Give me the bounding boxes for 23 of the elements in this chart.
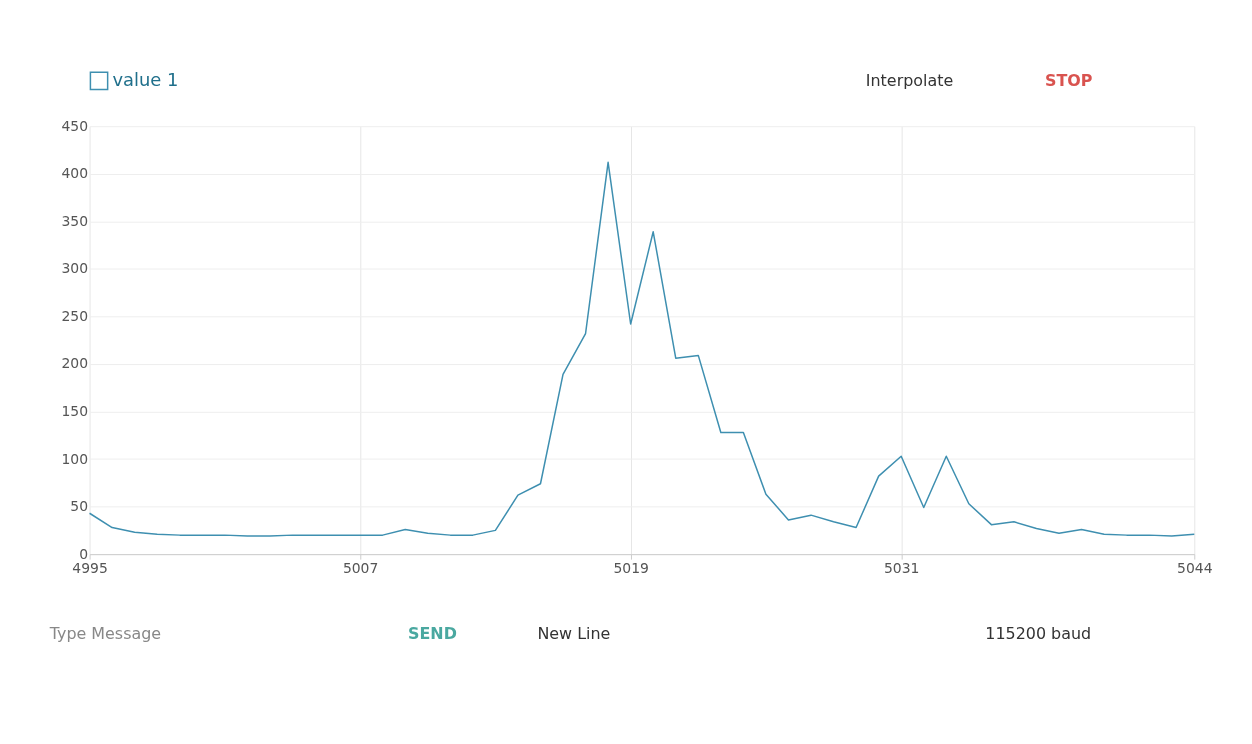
- y-tick-label: 250: [61, 307, 89, 324]
- text: Type Message: [48, 623, 162, 643]
- y-tick-label: 300: [61, 260, 89, 277]
- y-tick-label: 100: [61, 450, 89, 467]
- x-tick-label: 5019: [613, 559, 649, 576]
- y-tick-label: 50: [70, 498, 89, 515]
- legend-label: value 1: [112, 68, 179, 90]
- y-tick-label: 150: [61, 402, 89, 419]
- line-series: [88, 161, 1196, 537]
- y-tick-label: 400: [61, 165, 89, 182]
- text: Interpolate: [865, 71, 954, 91]
- x-tick-label: 5044: [1177, 559, 1213, 576]
- x-tick-label: 5031: [883, 559, 920, 576]
- x-tick-label: 4995: [72, 559, 108, 576]
- y-tick-label: 0: [79, 545, 89, 562]
- text: 115200 baud: [985, 623, 1092, 643]
- text: SEND: [408, 623, 457, 643]
- y-tick-label: 450: [61, 117, 89, 134]
- text: New Line: [537, 623, 611, 643]
- x-tick-label: 5007: [342, 559, 379, 576]
- y-tick-label: 200: [61, 355, 89, 372]
- y-tick-label: 350: [61, 212, 89, 229]
- text: STOP: [1044, 71, 1093, 91]
